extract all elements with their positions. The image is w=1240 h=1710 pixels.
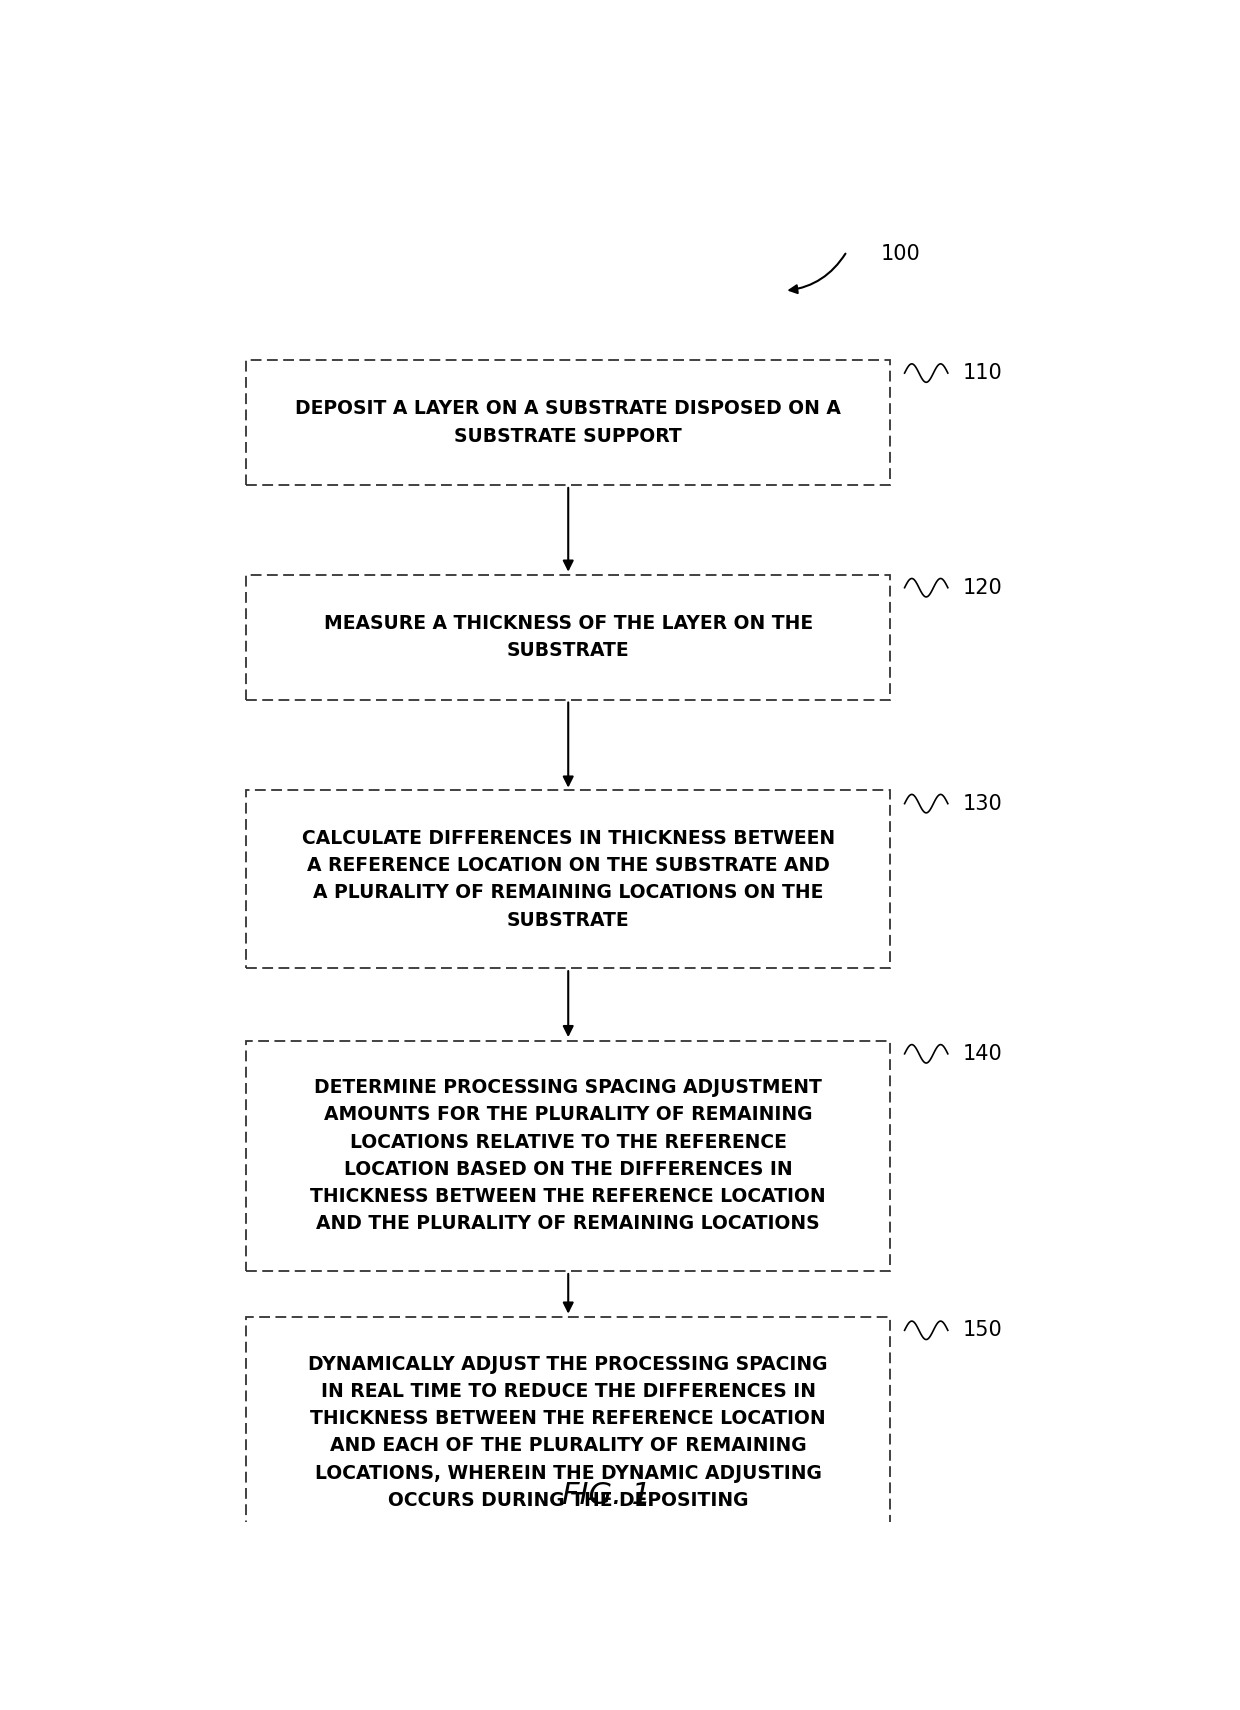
Text: 110: 110 [962,363,1002,383]
Text: 120: 120 [962,578,1002,598]
Text: FIG. 1: FIG. 1 [562,1481,651,1510]
Text: DEPOSIT A LAYER ON A SUBSTRATE DISPOSED ON A
SUBSTRATE SUPPORT: DEPOSIT A LAYER ON A SUBSTRATE DISPOSED … [295,400,841,446]
FancyBboxPatch shape [247,1317,890,1548]
Text: MEASURE A THICKNESS OF THE LAYER ON THE
SUBSTRATE: MEASURE A THICKNESS OF THE LAYER ON THE … [324,614,812,660]
FancyBboxPatch shape [247,1041,890,1271]
Text: DYNAMICALLY ADJUST THE PROCESSING SPACING
IN REAL TIME TO REDUCE THE DIFFERENCES: DYNAMICALLY ADJUST THE PROCESSING SPACIN… [309,1354,828,1510]
FancyBboxPatch shape [247,575,890,699]
Text: 100: 100 [880,245,920,263]
FancyBboxPatch shape [247,790,890,968]
FancyBboxPatch shape [247,359,890,486]
Text: 130: 130 [962,793,1002,814]
Text: CALCULATE DIFFERENCES IN THICKNESS BETWEEN
A REFERENCE LOCATION ON THE SUBSTRATE: CALCULATE DIFFERENCES IN THICKNESS BETWE… [301,829,835,930]
Text: 140: 140 [962,1043,1002,1064]
Text: 150: 150 [962,1320,1002,1341]
Text: DETERMINE PROCESSING SPACING ADJUSTMENT
AMOUNTS FOR THE PLURALITY OF REMAINING
L: DETERMINE PROCESSING SPACING ADJUSTMENT … [310,1079,826,1233]
